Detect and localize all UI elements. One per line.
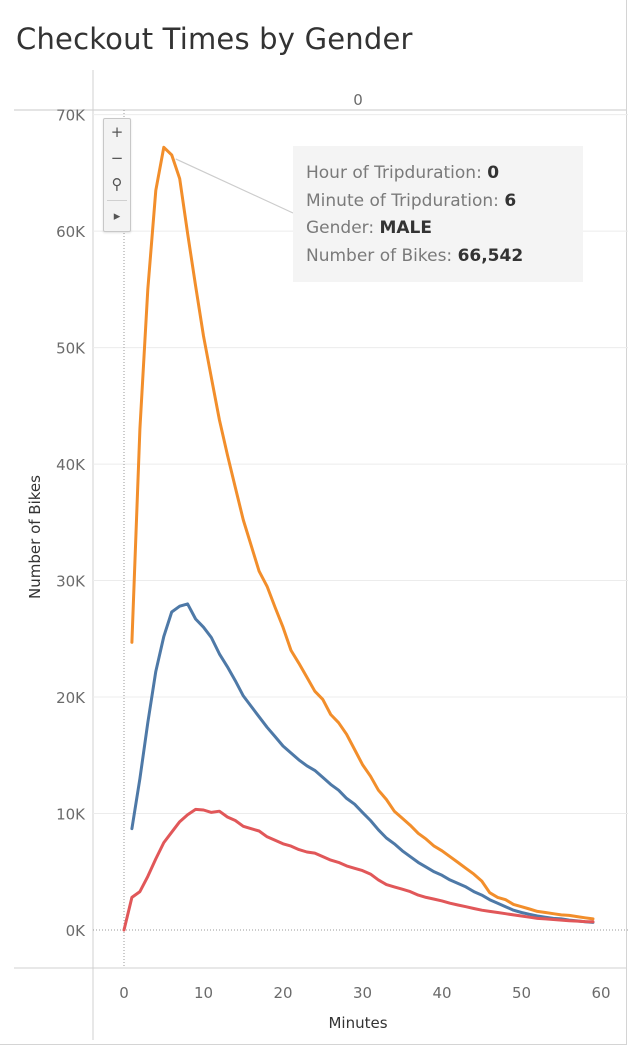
tooltip-row: Gender: MALE [306,215,583,243]
tooltip-value: 66,542 [457,245,524,266]
x-tick-label: 20 [273,984,292,1002]
pin-button[interactable]: ⚲ [104,171,130,197]
x-tick-label: 30 [353,984,372,1002]
x-axis-title: Minutes [328,1014,387,1032]
y-tick-label: 10K [56,806,86,824]
y-axis-title: Number of Bikes [26,475,44,599]
tooltip-value: MALE [379,218,433,238]
chart-title: Checkout Times by Gender [16,22,413,56]
zoom-toolbar: + − ⚲ ▸ [103,118,131,232]
tooltip-label: Hour of Tripduration: [306,163,482,183]
y-tick-label: 50K [56,340,86,358]
x-tick-label: 40 [432,984,451,1002]
series-group [122,145,595,932]
series-line-male[interactable] [130,145,595,921]
y-tick-label: 70K [56,107,86,125]
y-tick-label: 0K [66,922,87,940]
zoom-in-button[interactable]: + [104,119,130,145]
tooltip-label: Number of Bikes: [306,245,453,266]
tooltip-leader-line [175,158,294,214]
x-tick-label: 10 [194,984,213,1002]
zoom-in-icon: + [110,123,124,141]
tooltip-value: 6 [504,190,517,211]
series-line-unknown[interactable] [122,807,595,932]
zoom-out-icon: − [110,149,124,167]
series-line-female[interactable] [130,602,595,924]
tooltip: Hour of Tripduration: 0 Minute of Tripdur… [293,146,583,282]
tooltip-row: Number of Bikes: 66,542 [306,243,583,271]
tooltip-row: Minute of Tripduration: 6 [306,188,583,216]
tooltip-value: 0 [487,163,500,183]
expand-button[interactable]: ▸ [104,203,130,229]
y-tick-label: 20K [56,689,86,707]
y-tick-label: 40K [56,456,86,474]
x-tick-label: 50 [512,984,531,1002]
zoom-out-button[interactable]: − [104,145,130,171]
y-tick-label: 30K [56,573,86,591]
tooltip-label: Minute of Tripduration: [306,190,499,211]
toolbar-separator [107,200,127,201]
y-tick-label: 60K [56,223,86,241]
tooltip-label: Gender: [306,218,375,238]
expand-icon: ▸ [113,208,121,224]
x-tick-label: 0 [119,984,129,1002]
pin-icon: ⚲ [111,175,123,193]
tooltip-row: Hour of Tripduration: 0 [306,160,583,188]
column-header-label: 0 [353,91,363,109]
x-tick-label: 60 [591,984,610,1002]
